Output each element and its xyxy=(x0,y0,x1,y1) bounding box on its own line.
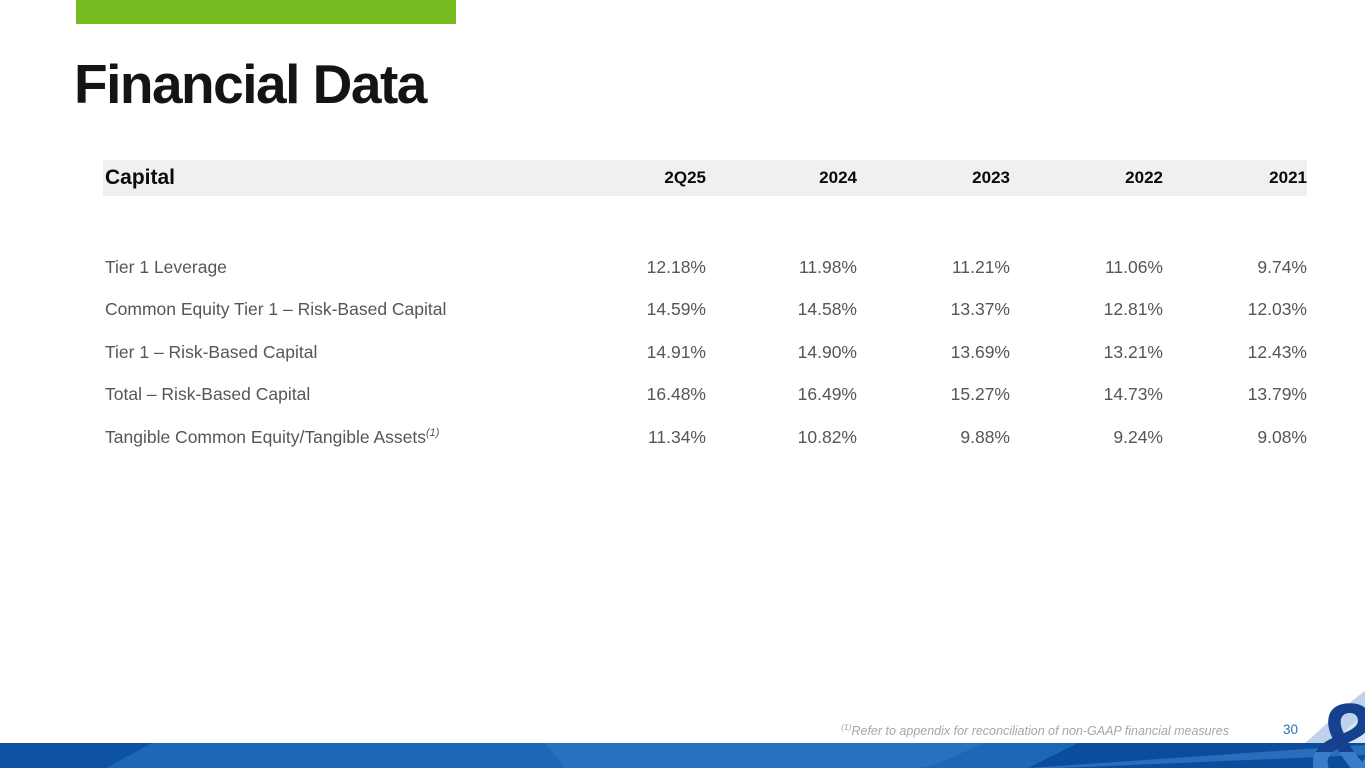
cell-value: 9.24% xyxy=(1113,426,1163,447)
row-label: Tangible Common Equity/Tangible Assets(1… xyxy=(103,427,552,448)
bottom-wave-band xyxy=(0,743,1365,768)
table-row: Tier 1 Leverage 12.18% 11.98% 11.21% 11.… xyxy=(103,246,1307,289)
cell-value: 9.08% xyxy=(1257,426,1307,447)
cell-value: 11.06% xyxy=(1104,256,1163,277)
cell-value: 12.03% xyxy=(1247,299,1307,320)
ampersand-logo: & xyxy=(1308,686,1365,768)
column-header-2023: 2023 xyxy=(972,168,1010,187)
cell-value: 14.58% xyxy=(797,299,857,320)
cell-value: 11.21% xyxy=(951,256,1010,277)
table-row: Tier 1 – Risk-Based Capital 14.91% 14.90… xyxy=(103,331,1307,374)
cell-value: 13.37% xyxy=(950,299,1010,320)
cell-value: 14.59% xyxy=(646,299,706,320)
cell-value: 14.73% xyxy=(1103,384,1163,405)
table-header-row: Capital 2Q25 2024 2023 2022 2021 xyxy=(103,160,1307,196)
cell-value: 11.34% xyxy=(647,426,706,447)
footnote-text: Refer to appendix for reconciliation of … xyxy=(851,724,1229,738)
row-label: Tier 1 Leverage xyxy=(103,257,552,278)
footnote: (1)Refer to appendix for reconciliation … xyxy=(841,721,1229,738)
cell-value: 13.69% xyxy=(950,341,1010,362)
column-header-2024: 2024 xyxy=(819,168,857,187)
column-header-2022: 2022 xyxy=(1125,168,1163,187)
cell-value: 11.98% xyxy=(798,256,857,277)
table-title: Capital xyxy=(105,166,176,189)
row-label: Total – Risk-Based Capital xyxy=(103,384,552,405)
row-label-text: Total – Risk-Based Capital xyxy=(105,384,311,405)
cell-value: 14.91% xyxy=(646,341,706,362)
cell-value: 9.88% xyxy=(960,426,1010,447)
cell-value: 13.79% xyxy=(1247,384,1307,405)
row-label-text: Tangible Common Equity/Tangible Assets xyxy=(105,426,427,447)
cell-value: 16.49% xyxy=(797,384,857,405)
footnote-marker: (1) xyxy=(426,426,440,439)
corner-swoosh-graphic xyxy=(1285,683,1365,743)
footnote-superscript: (1) xyxy=(841,721,852,732)
cell-value: 10.82% xyxy=(797,426,857,447)
cell-value: 9.74% xyxy=(1257,256,1307,277)
cell-value: 12.18% xyxy=(646,256,706,277)
column-header-2021: 2021 xyxy=(1269,168,1307,187)
row-label: Tier 1 – Risk-Based Capital xyxy=(103,342,552,363)
row-label-text: Tier 1 – Risk-Based Capital xyxy=(105,341,318,362)
row-label-text: Common Equity Tier 1 – Risk-Based Capita… xyxy=(105,299,447,320)
table-spacer xyxy=(103,196,1307,246)
table-row: Total – Risk-Based Capital 16.48% 16.49%… xyxy=(103,374,1307,417)
table-row: Tangible Common Equity/Tangible Assets(1… xyxy=(103,416,1307,459)
column-header-2q25: 2Q25 xyxy=(664,168,706,187)
page-number: 30 xyxy=(1282,722,1298,737)
cell-value: 13.21% xyxy=(1103,341,1163,362)
table-row: Common Equity Tier 1 – Risk-Based Capita… xyxy=(103,289,1307,332)
capital-table: Capital 2Q25 2024 2023 2022 2021 Tier 1 … xyxy=(103,160,1307,459)
green-accent-bar xyxy=(76,0,456,24)
cell-value: 12.81% xyxy=(1103,299,1163,320)
cell-value: 12.43% xyxy=(1247,341,1307,362)
row-label-text: Tier 1 Leverage xyxy=(105,256,227,277)
cell-value: 14.90% xyxy=(797,341,857,362)
cell-value: 15.27% xyxy=(950,384,1010,405)
cell-value: 16.48% xyxy=(646,384,706,405)
swoosh-shape xyxy=(1305,691,1365,743)
row-label: Common Equity Tier 1 – Risk-Based Capita… xyxy=(103,299,552,320)
wave-shapes xyxy=(0,743,1365,768)
page-title: Financial Data xyxy=(74,53,427,115)
